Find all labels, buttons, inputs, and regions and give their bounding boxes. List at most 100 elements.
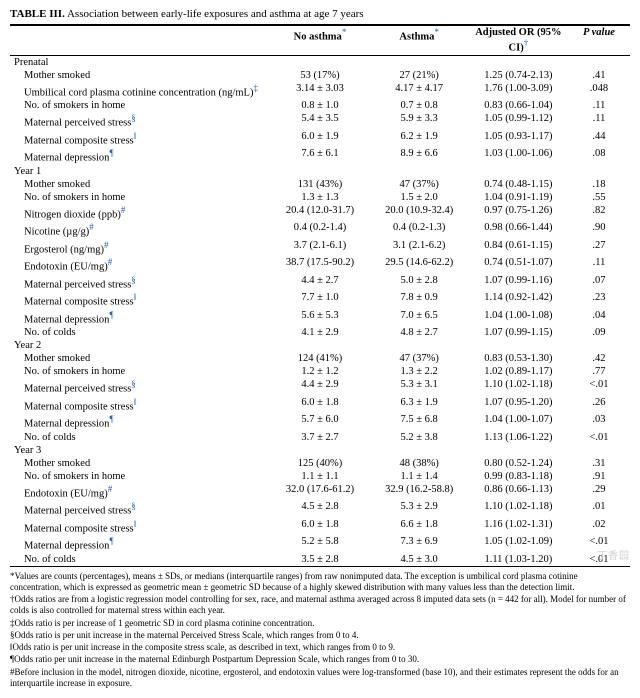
cell-p: <.01 [568, 553, 630, 567]
col-or: Adjusted OR (95% CI)† [469, 26, 568, 56]
cell-noasthma: 4.1 ± 2.9 [270, 326, 369, 339]
cell-noasthma: 3.14 ± 3.03 [270, 82, 369, 100]
footnote-marker: # [121, 205, 126, 215]
cell-noasthma: 5.7 ± 6.0 [270, 413, 369, 431]
cell-or: 0.84 (0.61-1.15) [469, 239, 568, 257]
cell-noasthma: 20.4 (12.0-31.7) [270, 204, 369, 222]
row-label: No. of smokers in home [10, 191, 270, 204]
cell-asthma: 4.17 ± 4.17 [370, 82, 469, 100]
data-table: No asthma* Asthma* Adjusted OR (95% CI)†… [10, 25, 630, 567]
cell-p: .23 [568, 291, 630, 309]
cell-or: 0.98 (0.66-1.44) [469, 221, 568, 239]
cell-noasthma: 53 (17%) [270, 69, 369, 82]
cell-noasthma: 6.0 ± 1.8 [270, 396, 369, 414]
cell-or: 1.04 (0.91-1.19) [469, 191, 568, 204]
col-p: P value [568, 26, 630, 56]
cell-noasthma: 6.0 ± 1.8 [270, 518, 369, 536]
footnote-marker: ‖ [134, 292, 137, 302]
cell-or: 1.16 (1.02-1.31) [469, 518, 568, 536]
cell-p: .77 [568, 365, 630, 378]
cell-p: .42 [568, 352, 630, 365]
table-row: Umbilical cord plasma cotinine concentra… [10, 82, 630, 100]
cell-asthma: 0.4 (0.2-1.3) [370, 221, 469, 239]
table-row: No. of smokers in home1.3 ± 1.31.5 ± 2.0… [10, 191, 630, 204]
row-label: Mother smoked [10, 178, 270, 191]
footnote-marker: ‖ [134, 131, 137, 141]
cell-p: <.01 [568, 431, 630, 444]
row-label: Umbilical cord plasma cotinine concentra… [10, 82, 270, 100]
table-row: No. of colds3.7 ± 2.75.2 ± 3.81.13 (1.06… [10, 431, 630, 444]
cell-asthma: 6.2 ± 1.9 [370, 130, 469, 148]
table-row: Endotoxin (EU/mg)#32.0 (17.6-61.2)32.9 (… [10, 483, 630, 501]
cell-asthma: 7.0 ± 6.5 [370, 309, 469, 327]
table-row: Ergosterol (ng/mg)#3.7 (2.1-6.1)3.1 (2.1… [10, 239, 630, 257]
cell-p: .27 [568, 239, 630, 257]
col-asthma: Asthma* [370, 26, 469, 56]
footnote: ‖Odds ratio is per unit increase in the … [10, 642, 630, 653]
cell-p: .03 [568, 413, 630, 431]
cell-or: 0.80 (0.52-1.24) [469, 457, 568, 470]
row-label: No. of colds [10, 326, 270, 339]
cell-or: 1.05 (0.93-1.17) [469, 130, 568, 148]
table-row: Maternal perceived stress§4.5 ± 2.85.3 ±… [10, 500, 630, 518]
table-title-text: Association between early-life exposures… [65, 8, 364, 20]
cell-or: 1.03 (1.00-1.06) [469, 147, 568, 165]
row-label: Maternal composite stress‖ [10, 130, 270, 148]
table-row: Maternal composite stress‖6.0 ± 1.96.2 ±… [10, 130, 630, 148]
cell-noasthma: 7.7 ± 1.0 [270, 291, 369, 309]
footnote: †Odds ratios are from a logistic regress… [10, 594, 630, 617]
row-label: Maternal perceived stress§ [10, 378, 270, 396]
cell-or: 1.07 (0.95-1.20) [469, 396, 568, 414]
cell-asthma: 5.2 ± 3.8 [370, 431, 469, 444]
footnote-marker: ¶ [109, 310, 113, 320]
cell-asthma: 48 (38%) [370, 457, 469, 470]
table-row: Mother smoked53 (17%)27 (21%)1.25 (0.74-… [10, 69, 630, 82]
cell-noasthma: 6.0 ± 1.9 [270, 130, 369, 148]
row-label: Maternal depression¶ [10, 309, 270, 327]
row-label: Maternal perceived stress§ [10, 500, 270, 518]
cell-asthma: 5.3 ± 3.1 [370, 378, 469, 396]
cell-asthma: 8.9 ± 6.6 [370, 147, 469, 165]
cell-asthma: 1.3 ± 2.2 [370, 365, 469, 378]
table-number: TABLE III. [10, 8, 65, 20]
row-label: Mother smoked [10, 457, 270, 470]
cell-or: 1.04 (1.00-1.07) [469, 413, 568, 431]
cell-noasthma: 7.6 ± 6.1 [270, 147, 369, 165]
cell-p: .91 [568, 470, 630, 483]
row-label: Maternal perceived stress§ [10, 112, 270, 130]
footnote: §Odds ratio is per unit increase in the … [10, 630, 630, 641]
cell-asthma: 47 (37%) [370, 178, 469, 191]
cell-p: .90 [568, 221, 630, 239]
cell-or: 0.74 (0.51-1.07) [469, 256, 568, 274]
cell-asthma: 4.8 ± 2.7 [370, 326, 469, 339]
col-noasthma: No asthma* [270, 26, 369, 56]
cell-asthma: 5.0 ± 2.8 [370, 274, 469, 292]
row-label: Maternal composite stress‖ [10, 518, 270, 536]
row-label: Maternal depression¶ [10, 147, 270, 165]
row-label: Maternal depression¶ [10, 413, 270, 431]
cell-noasthma: 1.2 ± 1.2 [270, 365, 369, 378]
cell-or: 1.05 (1.02-1.09) [469, 535, 568, 553]
cell-or: 1.07 (0.99-1.15) [469, 326, 568, 339]
cell-p: .29 [568, 483, 630, 501]
cell-asthma: 29.5 (14.6-62.2) [370, 256, 469, 274]
cell-noasthma: 5.4 ± 3.5 [270, 112, 369, 130]
cell-asthma: 1.1 ± 1.4 [370, 470, 469, 483]
row-label: No. of colds [10, 553, 270, 567]
section-row: Year 3 [10, 444, 630, 457]
cell-noasthma: 38.7 (17.5-90.2) [270, 256, 369, 274]
cell-asthma: 1.5 ± 2.0 [370, 191, 469, 204]
cell-p: <.01 [568, 535, 630, 553]
cell-noasthma: 3.7 ± 2.7 [270, 431, 369, 444]
row-label: Ergosterol (ng/mg)# [10, 239, 270, 257]
row-label: Endotoxin (EU/mg)# [10, 483, 270, 501]
cell-asthma: 32.9 (16.2-58.8) [370, 483, 469, 501]
footnote-marker: § [131, 113, 136, 123]
table-row: Endotoxin (EU/mg)#38.7 (17.5-90.2)29.5 (… [10, 256, 630, 274]
table-row: Maternal perceived stress§4.4 ± 2.95.3 ±… [10, 378, 630, 396]
footnote-marker: ‖ [134, 397, 137, 407]
row-label: No. of smokers in home [10, 99, 270, 112]
row-label: Maternal perceived stress§ [10, 274, 270, 292]
footnote-marker: ¶ [109, 414, 113, 424]
table-title: TABLE III. Association between early-lif… [10, 8, 630, 25]
